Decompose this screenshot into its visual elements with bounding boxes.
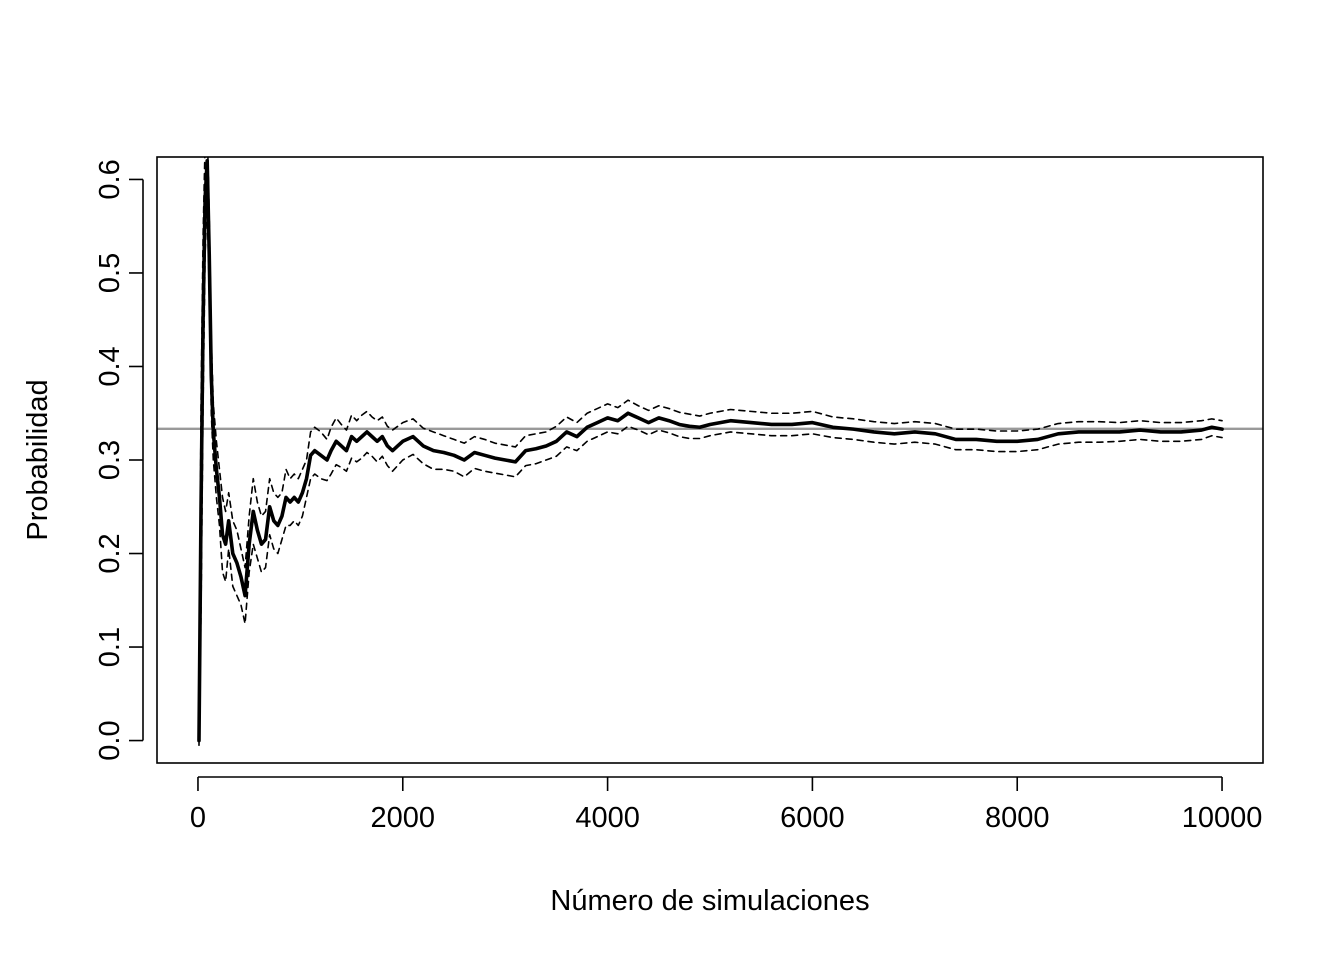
y-axis-title: Probabilidad	[22, 379, 54, 540]
estimate-line	[197, 158, 1224, 743]
y-tick-label: 0.5	[94, 253, 126, 293]
upper-bound-line	[198, 157, 1223, 742]
plot-frame	[156, 156, 1264, 764]
series-layer	[157, 157, 1263, 747]
x-tick-label: 10000	[1182, 802, 1263, 834]
lower-bound-line	[198, 197, 1223, 747]
y-tick-label: 0.6	[94, 159, 126, 199]
x-tick-label: 2000	[371, 802, 436, 834]
y-axis: 0.0 0.1 0.2 0.3 0.4 0.5 0.6	[94, 159, 144, 761]
x-tick-label: 0	[190, 802, 206, 834]
x-tick-label: 8000	[985, 802, 1050, 834]
x-axis-title: Número de simulaciones	[550, 885, 869, 917]
y-tick-label: 0.0	[94, 720, 126, 760]
y-tick-label: 0.2	[94, 533, 126, 573]
y-tick-label: 0.3	[94, 440, 126, 480]
y-tick-label: 0.4	[94, 346, 126, 386]
x-tick-label: 4000	[575, 802, 640, 834]
y-tick-label: 0.1	[94, 627, 126, 667]
x-axis: 0 2000 4000 6000 8000 10000	[190, 776, 1263, 834]
x-tick-label: 6000	[780, 802, 845, 834]
